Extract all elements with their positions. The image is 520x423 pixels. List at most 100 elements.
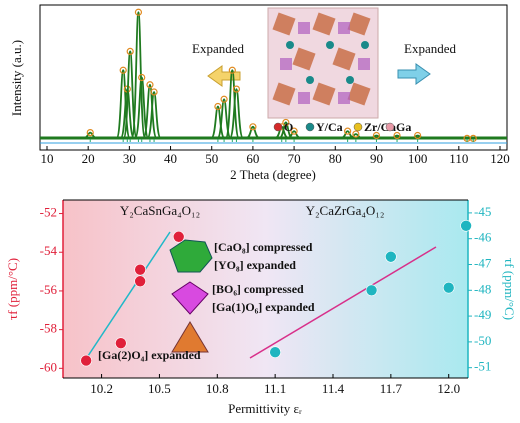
- peak: [146, 91, 162, 139]
- peak-point: [126, 47, 134, 56]
- point: [269, 346, 281, 359]
- x-tick-label: 11.7: [380, 381, 403, 396]
- crystal-structure: [267, 7, 379, 119]
- peak-point: [414, 131, 422, 140]
- point: [385, 250, 397, 263]
- peak: [134, 76, 150, 139]
- x-axis-label: 2 Theta (degree): [230, 167, 316, 182]
- point: [172, 230, 185, 243]
- peak: [228, 88, 244, 139]
- legend-label: Ga: [396, 120, 411, 134]
- x-tick-label: 60: [246, 151, 259, 166]
- annotation: Expanded: [404, 41, 456, 56]
- peak-point: [214, 102, 222, 111]
- peak: [369, 134, 384, 139]
- compound-label: Y₂CaSnGa₄O₁₂: [120, 203, 200, 218]
- legend-label: O: [284, 120, 293, 134]
- peak-point: [372, 131, 381, 140]
- y-tick-label: -58: [40, 321, 57, 336]
- x-tick-label: 10.5: [148, 381, 171, 396]
- point: [460, 219, 472, 232]
- point: [115, 337, 127, 349]
- peak: [142, 83, 158, 139]
- peak-point: [282, 118, 290, 127]
- y2-tick-label: -45: [474, 204, 491, 219]
- fit-line: [83, 231, 171, 363]
- point: [134, 275, 146, 288]
- annotation: [YO₈] expanded: [214, 258, 296, 272]
- point: [80, 354, 92, 367]
- peak: [349, 133, 363, 139]
- x-axis-label: Permittivity εᵣ: [228, 401, 302, 416]
- point: [365, 284, 378, 297]
- x-tick-label: 10.8: [206, 381, 229, 396]
- peak-point: [138, 73, 146, 82]
- legend-label: Y/Ca: [316, 120, 343, 134]
- point: [134, 263, 146, 276]
- x-tick-label: 12.0: [437, 381, 460, 396]
- y-tick-label: -60: [40, 359, 57, 374]
- polyhedron-cao8: [169, 239, 213, 273]
- arrow-right: [397, 63, 431, 85]
- x-tick-label: 11.4: [322, 381, 345, 396]
- peak-point: [344, 127, 352, 135]
- x-tick-label: 30: [123, 151, 136, 166]
- arrow-left: [207, 65, 241, 87]
- y-tick-label: -52: [40, 205, 57, 220]
- annotation: [Ga(2)O₄] expanded: [98, 348, 201, 362]
- x-tick-label: 80: [329, 151, 342, 166]
- peak-point: [150, 88, 158, 96]
- peak: [224, 69, 240, 139]
- peak-point: [220, 95, 228, 103]
- y-tick-label: -56: [40, 282, 58, 297]
- x-tick-label: 100: [408, 151, 428, 166]
- legend-marker: [305, 122, 315, 132]
- x-tick-label: 40: [164, 151, 177, 166]
- y2-tick-label: -51: [474, 359, 491, 374]
- x-tick-label: 110: [449, 151, 468, 166]
- x-tick-label: 70: [288, 151, 301, 166]
- annotation: [Ga(1)O₆] expanded: [212, 300, 315, 314]
- peak-point: [146, 81, 154, 89]
- peak-point: [249, 123, 257, 131]
- plot-frame: [39, 4, 508, 151]
- peak-point: [352, 130, 360, 138]
- polyhedron-bo6: [171, 281, 209, 315]
- peak: [130, 11, 146, 139]
- y2-tick-label: -46: [474, 230, 492, 245]
- peak-point: [86, 129, 94, 137]
- annotation: [BO₆] compressed: [212, 282, 304, 296]
- peak: [210, 105, 226, 139]
- y2-tick-label: -47: [474, 255, 492, 270]
- peak: [83, 131, 97, 139]
- x-tick-label: 20: [82, 151, 95, 166]
- y2-tick-label: -48: [474, 281, 491, 296]
- x-tick-label: 120: [490, 151, 510, 166]
- legend-marker: [273, 122, 283, 132]
- y-axis-label: Intensity (a.u.): [9, 40, 24, 116]
- polyhedron-gao4: [171, 321, 209, 353]
- x-tick-label: 10: [41, 151, 54, 166]
- peak-point: [393, 131, 401, 140]
- point: [442, 281, 455, 294]
- peak-point: [134, 8, 143, 16]
- fit-line: [249, 246, 437, 359]
- y-axis-label: τf (ppm/°C): [5, 258, 20, 320]
- peak-point: [232, 85, 241, 93]
- peak: [287, 130, 301, 139]
- x-tick-label: 11.1: [264, 381, 286, 396]
- y2-tick-label: -49: [474, 307, 491, 322]
- peak-point: [119, 66, 127, 74]
- annotation: [CaO₈] compressed: [214, 240, 313, 254]
- peak: [278, 121, 293, 139]
- y2-axis-label: τf (ppm/°C): [502, 258, 517, 320]
- y-tick-label: -54: [40, 243, 58, 258]
- legend-marker: [353, 122, 363, 132]
- peak: [246, 125, 260, 139]
- peak: [410, 134, 425, 139]
- legend-marker: [385, 122, 395, 132]
- peak-point: [228, 66, 236, 74]
- x-tick-label: 90: [370, 151, 383, 166]
- annotation: Expanded: [192, 41, 244, 56]
